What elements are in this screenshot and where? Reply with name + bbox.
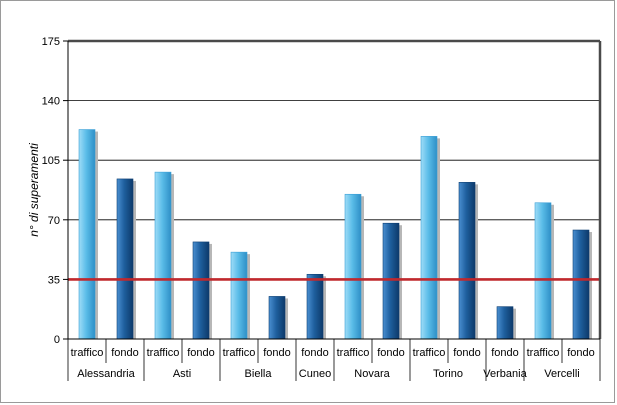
y-tick-label-105: 105 — [42, 155, 60, 167]
bar-biella-traffico — [230, 251, 248, 340]
y-tick-label-35: 35 — [48, 274, 60, 286]
category-label-cuneo-fondo: fondo — [301, 347, 329, 359]
bar-asti-traffico — [154, 171, 172, 340]
group-label-novara: Novara — [354, 368, 390, 380]
bar-torino-traffico — [420, 136, 438, 340]
category-label-novara-traffico: traffico — [337, 347, 370, 359]
y-tick-label-70: 70 — [48, 215, 60, 227]
plot-area — [68, 41, 600, 339]
category-label-torino-fondo: fondo — [453, 347, 481, 359]
y-tick-label-175: 175 — [42, 36, 60, 48]
bar-biella-fondo — [268, 296, 286, 340]
bar-alessandria-traffico — [78, 129, 96, 340]
bar-vercelli-fondo — [572, 229, 590, 340]
group-label-alessandria: Alessandria — [77, 368, 135, 380]
group-label-vercelli: Vercelli — [544, 368, 579, 380]
bar-novara-fondo — [382, 222, 400, 340]
category-label-alessandria-fondo: fondo — [111, 347, 139, 359]
category-label-novara-fondo: fondo — [377, 347, 405, 359]
category-label-biella-fondo: fondo — [263, 347, 291, 359]
category-label-biella-traffico: traffico — [223, 347, 256, 359]
group-label-verbania: Verbania — [483, 368, 527, 380]
bar-novara-traffico — [344, 193, 362, 340]
group-label-cuneo: Cuneo — [299, 368, 331, 380]
bar-verbania-fondo — [496, 306, 514, 340]
category-label-asti-traffico: traffico — [147, 347, 180, 359]
category-label-torino-traffico: traffico — [413, 347, 446, 359]
y-tick-label-0: 0 — [54, 334, 60, 346]
y-tick-label-140: 140 — [42, 96, 60, 108]
bar-asti-fondo — [192, 241, 210, 340]
category-label-asti-fondo: fondo — [187, 347, 215, 359]
group-label-asti: Asti — [173, 368, 191, 380]
bar-vercelli-traffico — [534, 202, 552, 340]
bar-cuneo-fondo — [306, 273, 324, 340]
y-axis-label: n° di superamenti — [27, 143, 41, 237]
bar-torino-fondo — [458, 182, 476, 340]
category-label-vercelli-fondo: fondo — [567, 347, 595, 359]
category-label-vercelli-traffico: traffico — [527, 347, 560, 359]
category-label-verbania-fondo: fondo — [491, 347, 519, 359]
group-label-torino: Torino — [433, 368, 463, 380]
group-label-biella: Biella — [245, 368, 273, 380]
category-label-alessandria-traffico: traffico — [71, 347, 104, 359]
bar-alessandria-fondo — [116, 178, 134, 340]
